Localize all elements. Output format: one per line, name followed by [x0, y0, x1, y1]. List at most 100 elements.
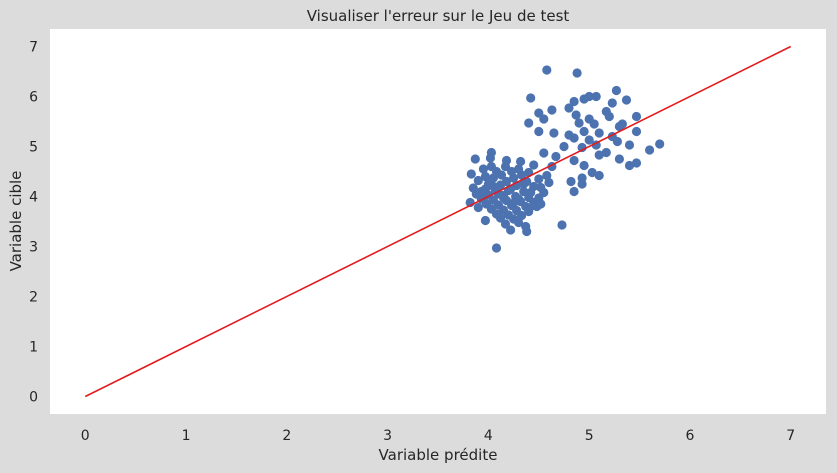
data-point [498, 192, 509, 203]
data-point [500, 161, 511, 172]
data-point [584, 135, 594, 145]
data-point [645, 145, 655, 155]
data-point [569, 96, 579, 107]
data-point [577, 142, 587, 153]
data-point [480, 215, 490, 226]
data-point [506, 225, 516, 235]
data-point [589, 119, 599, 129]
y-tick-label: 0 [29, 390, 38, 406]
data-point [631, 111, 642, 122]
data-point [579, 160, 589, 171]
data-point [539, 148, 549, 158]
data-point [473, 175, 483, 186]
x-axis-label: Variable prédite [379, 446, 498, 464]
data-point [529, 160, 539, 170]
data-point [557, 220, 567, 230]
data-point [480, 171, 490, 182]
data-point [478, 191, 488, 202]
data-point [539, 114, 549, 124]
data-point [566, 176, 576, 187]
data-point [534, 126, 544, 137]
data-point [559, 141, 569, 152]
reference-line [84, 45, 792, 398]
data-point [508, 173, 519, 183]
y-tick-label: 3 [29, 240, 38, 256]
data-point [473, 202, 483, 213]
x-tick-label: 0 [81, 428, 90, 444]
data-point [594, 150, 604, 160]
data-point [594, 128, 604, 138]
data-point [569, 155, 579, 166]
data-point [516, 156, 526, 167]
data-point [607, 98, 617, 108]
data-point [466, 169, 476, 179]
data-point [564, 103, 574, 113]
x-tick-label: 7 [786, 428, 795, 444]
x-tick-label: 6 [685, 428, 694, 444]
data-point [534, 174, 544, 184]
data-point [517, 210, 527, 221]
data-point [542, 65, 552, 75]
data-point [631, 158, 642, 168]
data-point [611, 85, 622, 96]
data-point [579, 126, 589, 137]
data-point [491, 243, 502, 253]
data-point [574, 118, 584, 128]
data-point [508, 198, 519, 208]
data-point [500, 219, 511, 229]
data-point [601, 147, 611, 158]
data-point [524, 118, 534, 128]
data-point [470, 154, 480, 164]
data-point [485, 153, 495, 163]
data-point [547, 105, 557, 115]
data-point [655, 139, 665, 149]
x-ticks: 0 1 2 3 4 5 6 7 [81, 428, 795, 444]
data-point [522, 226, 532, 237]
data-point [571, 110, 581, 120]
data-point [549, 128, 559, 138]
data-point [577, 179, 587, 189]
data-point [604, 111, 614, 122]
data-point [587, 167, 597, 178]
y-tick-label: 6 [29, 90, 38, 106]
data-point [544, 177, 554, 188]
data-point [624, 160, 635, 171]
y-tick-label: 7 [29, 40, 38, 56]
data-point [624, 140, 635, 150]
data-point [536, 199, 546, 209]
y-ticks: 0 1 2 3 4 5 6 7 [29, 40, 38, 406]
data-point [569, 133, 579, 143]
data-point [614, 121, 625, 132]
x-tick-label: 1 [182, 428, 191, 444]
data-point [478, 164, 488, 174]
data-point [631, 126, 642, 137]
data-point [488, 181, 498, 192]
data-point [572, 68, 582, 78]
data-point [514, 217, 524, 228]
data-point [591, 91, 601, 102]
data-point [526, 93, 536, 103]
x-tick-label: 5 [585, 428, 594, 444]
y-tick-label: 4 [29, 190, 38, 206]
data-point [594, 170, 604, 181]
data-point [612, 136, 623, 147]
x-tick-label: 4 [484, 428, 493, 444]
data-point [519, 179, 529, 189]
x-tick-label: 2 [282, 428, 291, 444]
data-point [517, 170, 527, 180]
data-point [614, 154, 625, 164]
data-point [542, 170, 552, 181]
data-point [569, 186, 579, 197]
y-tick-label: 1 [29, 340, 38, 356]
data-point [579, 94, 589, 104]
x-tick-label: 3 [383, 428, 392, 444]
y-axis-label: Variable cible [7, 171, 25, 272]
y-tick-label: 2 [29, 290, 38, 306]
data-point [621, 95, 632, 105]
data-points [465, 65, 665, 253]
data-point [496, 170, 507, 180]
data-point [529, 200, 539, 211]
chart-title: Visualiser l'erreur sur le Jeu de test [307, 7, 570, 25]
data-point [551, 151, 561, 162]
